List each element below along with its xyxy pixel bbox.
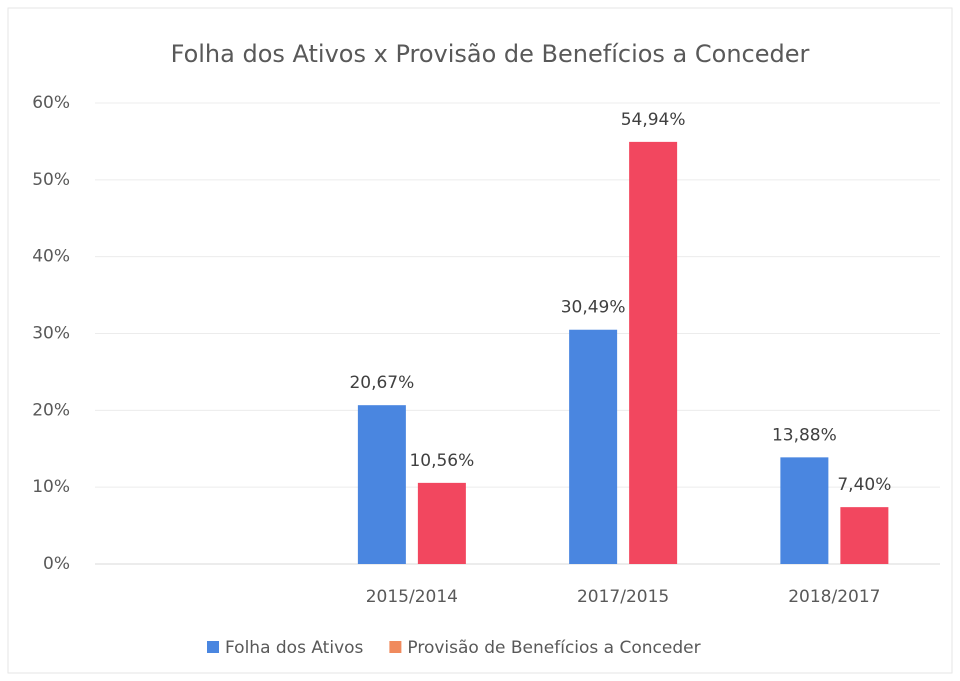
data-label: 20,67% [349, 373, 414, 393]
legend-label: Provisão de Benefícios a Conceder [407, 638, 700, 658]
bar [840, 507, 889, 564]
legend-label: Folha dos Ativos [225, 638, 364, 658]
x-tick-label: 2017/2015 [577, 587, 669, 607]
data-label: 30,49% [561, 298, 626, 318]
x-tick-label: 2015/2014 [366, 587, 458, 607]
y-tick-label: 50% [32, 170, 70, 190]
data-label: 7,40% [837, 475, 891, 495]
x-tick-label: 2018/2017 [788, 587, 880, 607]
chart-frame [7, 7, 953, 674]
data-label: 10,56% [409, 451, 474, 471]
legend-swatch [389, 641, 402, 653]
bar [780, 457, 829, 564]
y-tick-label: 0% [43, 554, 70, 574]
y-tick-label: 30% [32, 324, 70, 344]
bar [629, 141, 678, 564]
y-tick-label: 20% [32, 400, 70, 420]
y-tick-label: 40% [32, 247, 70, 267]
y-tick-label: 10% [32, 477, 70, 497]
y-tick-label: 60% [32, 93, 70, 113]
data-label: 13,88% [772, 425, 837, 445]
chart-title: Folha dos Ativos x Provisão de Benefício… [171, 40, 810, 68]
legend-swatch [207, 641, 219, 653]
bar [417, 482, 466, 564]
bar [357, 405, 406, 564]
data-label: 54,94% [621, 110, 686, 130]
bar [569, 329, 618, 564]
